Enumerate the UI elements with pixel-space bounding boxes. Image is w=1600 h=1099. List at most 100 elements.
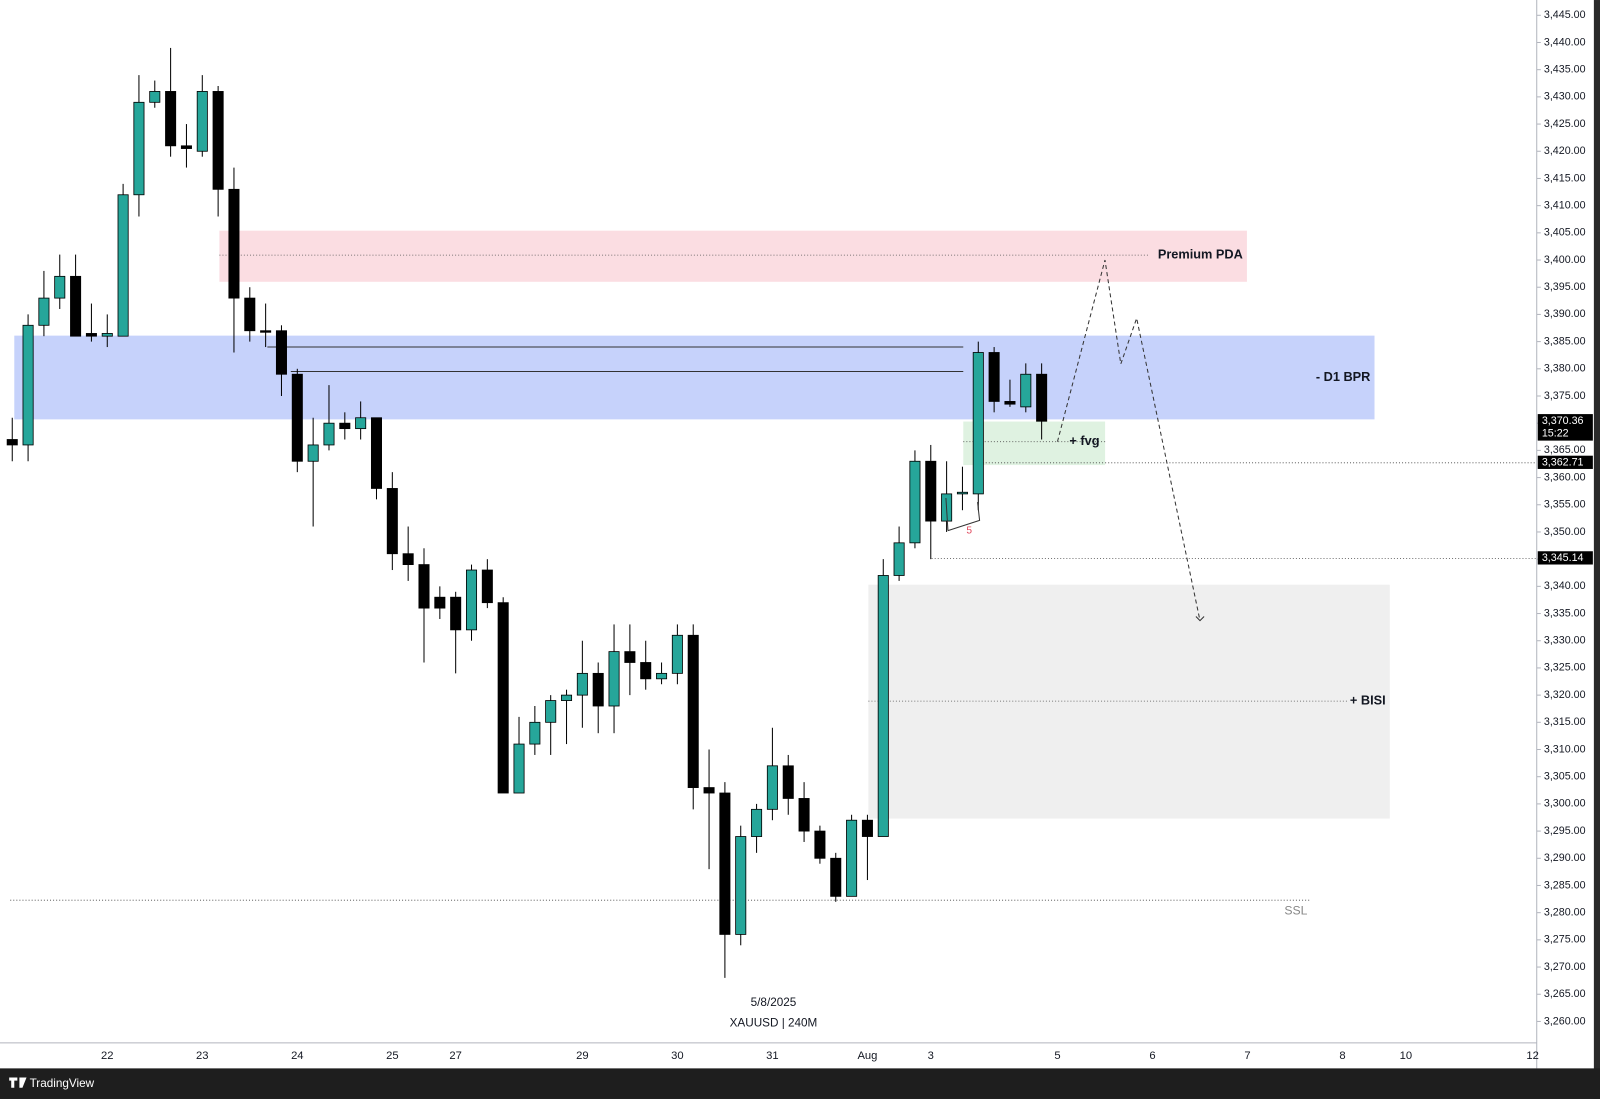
candle-body [149, 91, 161, 103]
candle-body [402, 553, 414, 566]
y-tick-label: 3,350.00 [1544, 526, 1586, 538]
y-tick-label: 3,420.00 [1544, 145, 1586, 157]
y-tick-label: 3,415.00 [1544, 172, 1586, 184]
y-tick-label: 3,275.00 [1544, 934, 1586, 946]
price-marker-label: 3,370.36 [1542, 415, 1584, 427]
candle-body [640, 662, 652, 680]
candle-body [212, 91, 224, 190]
y-tick-label: 3,300.00 [1544, 798, 1586, 810]
candle-body [370, 417, 382, 489]
y-tick-label: 3,400.00 [1544, 254, 1586, 266]
candle-body [117, 194, 129, 337]
zone [868, 584, 1390, 819]
y-tick-label: 3,365.00 [1544, 444, 1586, 456]
y-tick-label: 3,265.00 [1544, 988, 1586, 1000]
y-tick-label: 3,270.00 [1544, 961, 1586, 973]
candle-body [671, 634, 683, 674]
y-tick-label: 3,375.00 [1544, 390, 1586, 402]
candle-body [656, 672, 668, 680]
x-tick-label: 24 [291, 1050, 303, 1062]
candle-body [22, 324, 34, 446]
candle-body [180, 145, 192, 149]
y-tick-label: 3,315.00 [1544, 716, 1586, 728]
candle-body [497, 602, 509, 794]
axes-layer: 3,260.00 3,265.00 3,270.00 3,275.00 3,280.00… [101, 9, 1593, 1062]
candle-body [766, 765, 778, 810]
candle-body [101, 333, 113, 337]
candle-body [1004, 401, 1016, 405]
candle-body [434, 596, 446, 609]
y-tick-label: 3,335.00 [1544, 607, 1586, 619]
candle-body [576, 672, 588, 696]
candle-body [877, 575, 889, 837]
x-tick-label: 27 [449, 1050, 461, 1062]
price-axis [1536, 0, 1594, 1069]
price-marker-box [1537, 455, 1593, 469]
candle-body [592, 672, 604, 707]
candle-body [909, 460, 921, 544]
price-marker-label: 3,362.71 [1542, 457, 1584, 469]
candle-body [465, 569, 478, 631]
candle-body [925, 460, 937, 522]
y-tick-label: 3,380.00 [1544, 363, 1586, 375]
y-tick-label: 3,310.00 [1544, 743, 1586, 755]
candle-body [988, 352, 1000, 402]
y-tick-label: 3,445.00 [1544, 9, 1586, 21]
y-tick-label: 3,410.00 [1544, 199, 1586, 211]
candle-body [703, 787, 715, 794]
zones-layer: Premium PDA - D1 BPR + fvg + BISI SSL [10, 230, 1537, 918]
y-tick-label: 3,280.00 [1544, 906, 1586, 918]
candle-body [1020, 373, 1032, 408]
price-marker-sub: 15:22 [1542, 427, 1569, 439]
swing-bracket [945, 497, 981, 532]
price-marker-label: 3,345.14 [1542, 552, 1584, 564]
candle-body [624, 651, 636, 663]
x-tick-label: 29 [576, 1050, 588, 1062]
x-tick-label: 23 [196, 1050, 208, 1062]
candle-body [228, 188, 240, 299]
zone-label: - D1 BPR [1316, 369, 1371, 384]
x-tick-label: 30 [671, 1050, 683, 1062]
candle-body [561, 694, 573, 701]
candle-body [956, 491, 968, 495]
x-tick-label: 22 [101, 1050, 113, 1062]
zone-label: + BISI [1350, 692, 1386, 707]
candle-body [418, 564, 430, 609]
price-marker-box [1537, 414, 1593, 441]
y-tick-label: 3,330.00 [1544, 635, 1586, 647]
candle-body [355, 417, 367, 430]
x-tick-label: 6 [1149, 1050, 1155, 1062]
x-tick-label: 12 [1526, 1050, 1538, 1062]
projection-path [1056, 259, 1201, 621]
candle-body [6, 439, 18, 446]
y-tick-label: 3,295.00 [1544, 825, 1586, 837]
y-tick-label: 3,320.00 [1544, 689, 1586, 701]
zone [219, 230, 1247, 282]
candle-body [861, 819, 873, 837]
symbol-label: XAUUSD | 240M [730, 1017, 818, 1030]
candle-body [260, 330, 272, 333]
y-tick-label: 3,390.00 [1544, 308, 1586, 320]
candle-body [893, 542, 905, 576]
y-tick-label: 3,360.00 [1544, 471, 1586, 483]
candle-body [275, 330, 287, 375]
candle-body [481, 569, 493, 604]
candle-body [133, 101, 145, 196]
zone-label: + fvg [1069, 433, 1099, 448]
y-tick-label: 3,260.00 [1544, 1015, 1586, 1027]
candle-body [38, 297, 50, 326]
candle-body [291, 373, 303, 462]
zone [963, 421, 1106, 466]
candle-body [70, 275, 82, 337]
y-tick-label: 3,340.00 [1544, 580, 1586, 592]
brand-logo [9, 1077, 27, 1088]
candle-body [608, 651, 620, 707]
x-tick-label: 3 [928, 1050, 934, 1062]
x-tick-label: Aug [857, 1050, 877, 1062]
candle-body [1036, 373, 1048, 422]
y-tick-label: 3,430.00 [1544, 91, 1586, 103]
zone [14, 335, 1375, 420]
marks-layer [6, 47, 1205, 978]
